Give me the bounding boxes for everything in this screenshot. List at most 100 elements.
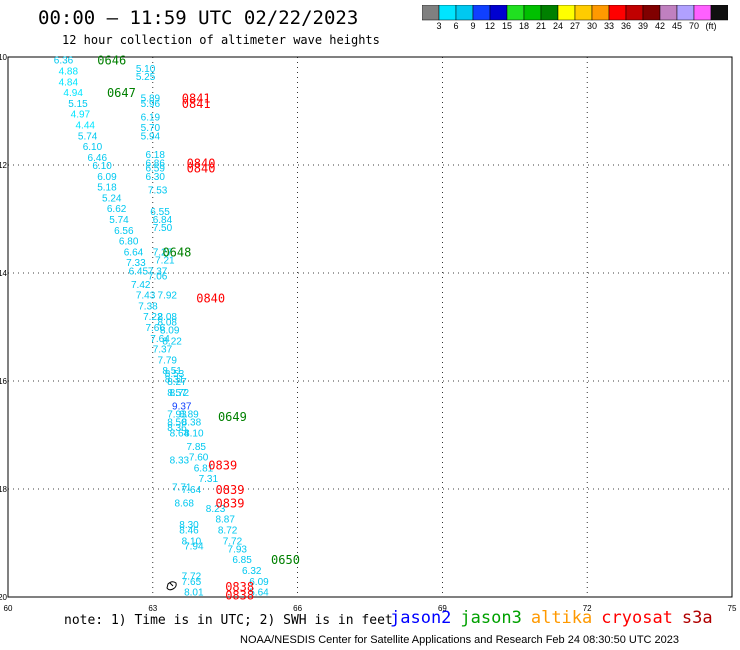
wave-height-value: 8.08 bbox=[158, 312, 178, 323]
wave-height-value: 6.30 bbox=[145, 172, 165, 183]
wave-height-value: 5.96 bbox=[141, 99, 161, 110]
legend-jason3: jason3 bbox=[460, 608, 522, 628]
wave-height-value: 8.68 bbox=[174, 499, 194, 510]
wave-height-value: 7.66 bbox=[145, 323, 165, 334]
y-tick-label: -18 bbox=[0, 485, 8, 494]
pass-time-label: 0839 bbox=[208, 459, 237, 473]
pass-time-label: 0841 bbox=[182, 92, 211, 106]
wave-height-value: 7.33 bbox=[126, 258, 146, 269]
wave-height-value: 6.81 bbox=[194, 463, 214, 474]
colorbar-label: 21 bbox=[535, 21, 546, 31]
wave-height-value: 7.37 bbox=[148, 266, 168, 277]
colorbar-label: 70 bbox=[688, 21, 699, 31]
page-subtitle: 12 hour collection of altimeter wave hei… bbox=[62, 33, 380, 47]
wave-height-value: 6.46 bbox=[88, 153, 108, 164]
wave-height-value: 6.32 bbox=[242, 566, 262, 577]
colorbar-swatch bbox=[710, 5, 728, 21]
colorbar-labels: 3 6 9 12 15 18 21 24 27 30 33 36 39 42 45 70 (ft) bbox=[422, 21, 740, 35]
wave-height-value: 8.01 bbox=[184, 588, 204, 599]
wave-height-value: 8.38 bbox=[182, 418, 202, 429]
y-tick-label: -14 bbox=[0, 269, 8, 278]
wave-height-colorbar bbox=[422, 5, 728, 21]
x-tick-label: 60 bbox=[4, 604, 13, 613]
wave-height-value: 8.89 bbox=[179, 409, 199, 420]
wave-height-value: 8.23 bbox=[206, 504, 226, 515]
wave-height-value: 6.10 bbox=[92, 161, 112, 172]
wave-height-value: 8.72 bbox=[170, 388, 190, 399]
x-tick-label: 69 bbox=[438, 604, 447, 613]
wave-height-value: 6.36 bbox=[54, 56, 74, 67]
y-tick-label: -12 bbox=[0, 161, 8, 170]
wave-height-value: 4.88 bbox=[59, 67, 79, 78]
wave-height-value: 8.27 bbox=[167, 377, 187, 388]
x-tick-label: 66 bbox=[293, 604, 302, 613]
wave-height-value: 7.79 bbox=[158, 355, 178, 366]
y-tick-label: -16 bbox=[0, 377, 8, 386]
wave-height-value: 7.50 bbox=[153, 223, 173, 234]
pass-time-label: 0838 bbox=[225, 588, 254, 602]
colorbar-label: 24 bbox=[552, 21, 563, 31]
wave-height-value: 5.15 bbox=[68, 99, 88, 110]
wave-height-value: 4.44 bbox=[75, 121, 95, 132]
wave-height-value: 5.18 bbox=[97, 183, 117, 194]
wave-height-value: 4.94 bbox=[63, 88, 83, 99]
wave-height-value: 5.94 bbox=[141, 131, 161, 142]
wave-height-value: 6.59 bbox=[145, 164, 165, 175]
colorbar-label: 36 bbox=[620, 21, 631, 31]
wave-height-value: 5.70 bbox=[141, 123, 161, 134]
wave-height-value: 8.10 bbox=[184, 428, 204, 439]
legend-s3a: s3a bbox=[681, 608, 713, 628]
wave-height-value: 7.72 bbox=[182, 571, 202, 582]
wave-height-value: 6.86 bbox=[145, 158, 165, 169]
y-tick-label: -10 bbox=[0, 53, 8, 62]
wave-height-value: 6.10 bbox=[83, 142, 103, 153]
wave-height-value: 7.64 bbox=[150, 334, 170, 345]
wave-height-value: 7.53 bbox=[148, 185, 168, 196]
colorbar-label: 6 bbox=[453, 21, 459, 31]
colorbar-label: 39 bbox=[637, 21, 648, 31]
wave-height-value: 7.85 bbox=[187, 442, 207, 453]
x-tick-label: 63 bbox=[148, 604, 157, 613]
colorbar-label: 18 bbox=[518, 21, 529, 31]
wave-height-value: 6.85 bbox=[232, 555, 252, 566]
pass-time-label: 0840 bbox=[187, 156, 216, 170]
wave-height-value: 5.24 bbox=[102, 193, 122, 204]
wave-height-value: 5.10 bbox=[136, 64, 156, 75]
wave-height-value: 5.89 bbox=[141, 94, 161, 105]
wave-height-value: 6.55 bbox=[150, 207, 170, 218]
wave-height-value: 6.62 bbox=[107, 204, 127, 215]
wave-height-value: 7.22 bbox=[143, 312, 163, 323]
wave-height-value: 8.22 bbox=[162, 337, 182, 348]
wave-height-value: 8.36 bbox=[167, 423, 187, 434]
x-tick-label: 72 bbox=[583, 604, 592, 613]
pass-time-label: 0650 bbox=[271, 553, 300, 567]
wave-height-value: 6.64 bbox=[124, 247, 144, 258]
pass-time-label: 0841 bbox=[182, 97, 211, 111]
wave-height-value: 7.21 bbox=[155, 256, 175, 267]
pass-time-label: 0646 bbox=[97, 54, 126, 68]
wave-height-value: 8.87 bbox=[215, 515, 235, 526]
wave-height-value: 7.37 bbox=[153, 345, 173, 356]
colorbar-label: 33 bbox=[603, 21, 614, 31]
wave-height-value: 7.60 bbox=[189, 453, 209, 464]
colorbar-label: 12 bbox=[484, 21, 495, 31]
wave-height-value: 8.72 bbox=[218, 526, 238, 537]
pass-time-label: 0840 bbox=[187, 162, 216, 176]
wave-height-value: 7.71 bbox=[172, 482, 192, 493]
legend-jason2: jason2 bbox=[390, 608, 452, 628]
footnote: note: 1) Time is in UTC; 2) SWH is in fe… bbox=[64, 613, 393, 628]
wave-height-value: 6.80 bbox=[119, 237, 139, 248]
wave-height-value: 8.57 bbox=[167, 388, 187, 399]
wave-height-value: 7.93 bbox=[228, 544, 248, 555]
page-title: 00:00 – 11:59 UTC 02/22/2023 bbox=[38, 7, 359, 29]
wave-height-value: 8.46 bbox=[179, 526, 199, 537]
wave-height-value: 6.45 bbox=[129, 266, 149, 277]
wave-height-value: 4.84 bbox=[59, 77, 79, 88]
wave-height-value: 5.74 bbox=[109, 215, 129, 226]
x-tick-label: 75 bbox=[728, 604, 737, 613]
colorbar-label: (ft) bbox=[705, 21, 717, 31]
wave-height-value: 6.09 bbox=[97, 172, 117, 183]
wave-height-value: 4.97 bbox=[71, 110, 91, 121]
wave-height-value: 7.31 bbox=[199, 474, 219, 485]
